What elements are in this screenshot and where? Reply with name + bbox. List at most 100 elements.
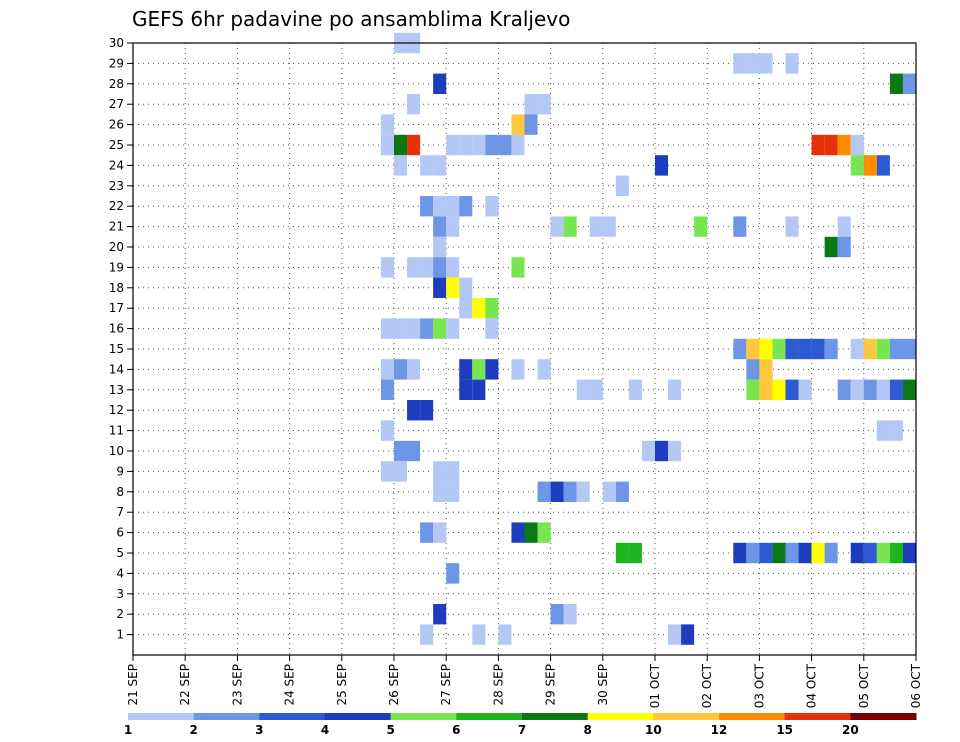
y-tick-label: 10 bbox=[109, 444, 124, 458]
y-tick-label: 4 bbox=[116, 566, 124, 580]
heatmap-cell bbox=[407, 94, 421, 115]
heatmap-cell bbox=[837, 134, 851, 156]
heatmap-cell bbox=[889, 420, 903, 441]
y-tick-label: 26 bbox=[109, 118, 124, 132]
heatmap-cell bbox=[446, 277, 460, 298]
heatmap-cell bbox=[420, 400, 434, 421]
colorbar-label: 7 bbox=[518, 723, 526, 737]
colorbar-label: 2 bbox=[189, 723, 197, 737]
heatmap-cell bbox=[511, 134, 525, 156]
heatmap-cell bbox=[433, 604, 447, 625]
heatmap-cell bbox=[446, 216, 460, 237]
heatmap-cell bbox=[433, 216, 447, 237]
heatmap-cell bbox=[576, 379, 590, 400]
heatmap-cell bbox=[446, 257, 460, 278]
colorbar-segment bbox=[784, 713, 851, 720]
colorbar-label: 4 bbox=[321, 723, 329, 737]
colorbar-label: 12 bbox=[711, 723, 728, 737]
colorbar-segment bbox=[653, 713, 720, 720]
x-tick-label: 24 SEP bbox=[283, 664, 297, 706]
heatmap-cell bbox=[485, 298, 499, 319]
x-tick-label: 02 OCT bbox=[700, 663, 714, 708]
colorbar-label: 5 bbox=[386, 723, 394, 737]
x-axis: 21 SEP 22 SEP 23 SEP 24 SEP 25 SEP 26 SEP 27 S… bbox=[126, 655, 923, 708]
heatmap-cell bbox=[837, 236, 851, 258]
heatmap-cell bbox=[524, 94, 538, 115]
x-tick-label: 21 SEP bbox=[126, 664, 140, 706]
heatmap-cell bbox=[733, 216, 747, 237]
heatmap-cell bbox=[733, 53, 747, 74]
colorbar-label: 6 bbox=[452, 723, 460, 737]
heatmap-cell bbox=[668, 379, 682, 400]
heatmap-cell bbox=[746, 542, 760, 564]
heatmap-cell bbox=[772, 542, 786, 564]
heatmap-cell bbox=[655, 155, 669, 176]
x-tick-label: 27 SEP bbox=[439, 664, 453, 706]
heatmap-cell bbox=[394, 440, 408, 462]
colorbar-segment bbox=[193, 713, 260, 720]
colorbar-label: 3 bbox=[255, 723, 263, 737]
colorbar-segment bbox=[587, 713, 654, 720]
heatmap-cell bbox=[563, 216, 577, 237]
heatmap-cell bbox=[850, 134, 864, 156]
heatmap-cell bbox=[380, 420, 394, 441]
heatmap-cell bbox=[733, 542, 747, 564]
y-tick-label: 2 bbox=[116, 607, 124, 621]
heatmap-cell bbox=[446, 134, 460, 156]
heatmap-cell bbox=[628, 542, 642, 564]
y-tick-label: 5 bbox=[116, 546, 124, 560]
heatmap-cell bbox=[446, 196, 460, 217]
heatmap-cell bbox=[420, 318, 434, 339]
heatmap-cell bbox=[459, 277, 473, 298]
heatmap-cell bbox=[380, 318, 394, 339]
heatmap-cell bbox=[380, 359, 394, 380]
heatmap-cell bbox=[863, 338, 877, 360]
heatmap-cell bbox=[380, 257, 394, 278]
x-tick-label: 06 OCT bbox=[909, 663, 923, 708]
heatmap-cell bbox=[537, 94, 551, 115]
heatmap-cell bbox=[759, 379, 773, 400]
heatmap-cell bbox=[446, 481, 460, 502]
colorbar-segment bbox=[522, 713, 589, 720]
heatmap-cell bbox=[420, 196, 434, 217]
heatmap-cell bbox=[550, 481, 564, 502]
heatmap-cell bbox=[511, 522, 525, 543]
heatmap-cell bbox=[798, 542, 812, 564]
x-tick-label: 22 SEP bbox=[178, 664, 192, 706]
heatmap-cell bbox=[498, 624, 512, 645]
heatmap-cell bbox=[550, 216, 564, 237]
heatmap-cell bbox=[394, 134, 408, 156]
heatmap-cell bbox=[459, 359, 473, 380]
heatmap-cell bbox=[811, 134, 825, 156]
heatmap-cell bbox=[420, 522, 434, 543]
heatmap-cells bbox=[380, 32, 916, 645]
heatmap-cell bbox=[380, 379, 394, 400]
heatmap-cell bbox=[420, 624, 434, 645]
chart-title: GEFS 6hr padavine po ansamblima Kraljevo bbox=[132, 7, 570, 31]
colorbar-label: 15 bbox=[776, 723, 793, 737]
heatmap-cell bbox=[850, 542, 864, 564]
heatmap-cell bbox=[472, 359, 486, 380]
x-tick-label: 05 OCT bbox=[857, 663, 871, 708]
heatmap-cell bbox=[420, 155, 434, 176]
heatmap-cell bbox=[589, 216, 603, 237]
heatmap-cell bbox=[394, 359, 408, 380]
x-tick-label: 29 SEP bbox=[544, 664, 558, 706]
heatmap-cell bbox=[615, 542, 629, 564]
y-tick-label: 8 bbox=[116, 485, 124, 499]
heatmap-cell bbox=[446, 563, 460, 584]
y-tick-label: 13 bbox=[109, 383, 124, 397]
heatmap-cell bbox=[459, 196, 473, 217]
heatmap-cell bbox=[668, 624, 682, 645]
heatmap-cell bbox=[459, 298, 473, 319]
heatmap-cell bbox=[850, 338, 864, 360]
heatmap-cell bbox=[511, 257, 525, 278]
heatmap-cell bbox=[759, 542, 773, 564]
heatmap-cell bbox=[759, 359, 773, 380]
x-tick-label: 03 OCT bbox=[752, 663, 766, 708]
heatmap-cell bbox=[537, 522, 551, 543]
heatmap-cell bbox=[485, 196, 499, 217]
y-tick-label: 18 bbox=[109, 281, 124, 295]
heatmap-cell bbox=[824, 134, 838, 156]
y-tick-label: 7 bbox=[116, 505, 124, 519]
